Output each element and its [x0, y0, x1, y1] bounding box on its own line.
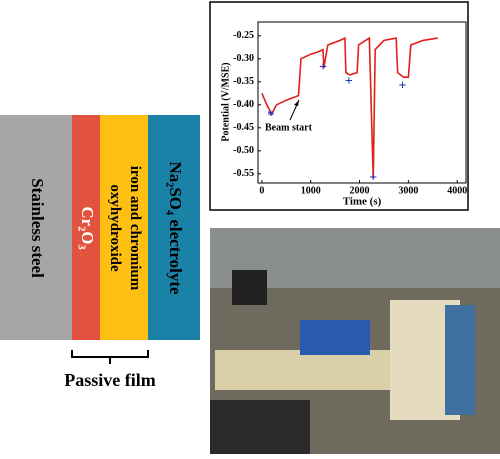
photo-device: [300, 320, 370, 355]
data-line: [261, 36, 438, 179]
layer-label: iron and chromiumoxyhydroxide: [107, 166, 143, 291]
layer-cr2o3: [72, 115, 100, 340]
layer-oxyhydroxide: [100, 115, 148, 340]
x-tick-label: 4000: [447, 185, 467, 196]
photo-cables: [210, 400, 310, 454]
y-tick-label: -0.50: [233, 145, 254, 156]
marker: *: [267, 109, 274, 124]
x-tick-label: 0: [259, 185, 264, 196]
chart-frame: [209, 1, 469, 211]
y-tick-label: -0.40: [233, 99, 254, 110]
marker: +: [399, 79, 407, 94]
y-tick-label: -0.45: [233, 122, 254, 133]
y-axis-label: Potential (V/MSE): [220, 62, 231, 141]
x-tick-label: 1000: [301, 185, 321, 196]
marker: +: [345, 74, 353, 89]
bracket: [71, 350, 149, 364]
arrow-head: [294, 100, 299, 106]
x-axis-label: Time (s): [343, 196, 382, 208]
y-tick-label: -0.25: [233, 30, 254, 41]
y-tick-label: -0.35: [233, 76, 254, 87]
plot-area: [257, 21, 467, 184]
layer-label: Stainless steel: [28, 178, 47, 278]
x-tick-label: 2000: [350, 185, 370, 196]
bracket-label: Passive film: [64, 370, 156, 390]
layer-electrolyte: [148, 115, 200, 340]
annotation: Beam start: [265, 122, 313, 133]
marker: +: [319, 60, 327, 75]
layer-steel: [0, 115, 72, 340]
layer-label: Na₂SO₄ electrolyte: [166, 161, 185, 295]
y-tick-label: -0.55: [233, 168, 254, 179]
photo-flange: [445, 305, 475, 415]
y-tick-label: -0.30: [233, 53, 254, 64]
layer-label: Cr₂O₃: [78, 206, 97, 249]
photo-box: [232, 270, 267, 305]
marker: +: [369, 171, 377, 186]
x-tick-label: 3000: [398, 185, 418, 196]
